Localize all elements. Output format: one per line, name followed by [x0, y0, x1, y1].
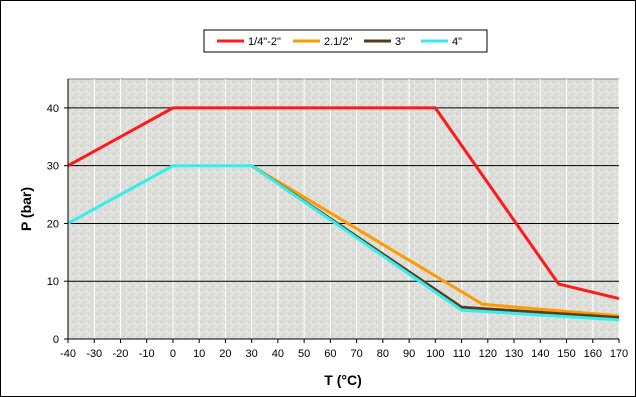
series-line-1 [250, 164, 620, 318]
legend-label-0: 1/4"-2" [248, 36, 281, 48]
legend-label-2: 3" [395, 36, 405, 48]
series-line-3 [67, 164, 620, 322]
x-tick-label: -20 [113, 348, 129, 360]
x-tick-label: 30 [246, 348, 258, 360]
y-tick-label: 0 [53, 334, 59, 346]
legend-label-3: 4" [452, 36, 462, 48]
x-tick-label: 60 [324, 348, 336, 360]
x-tick-label: 130 [505, 348, 523, 360]
legend: 1/4"-2" 2.1/2" 3" 4" [203, 29, 488, 53]
x-tick-label: -40 [60, 348, 76, 360]
x-tick-label: 20 [219, 348, 231, 360]
gridlines [68, 79, 620, 339]
y-tick-label: 30 [47, 161, 59, 173]
series-lines [67, 106, 620, 322]
x-tick-label: 10 [193, 348, 205, 360]
x-axis-title: T (°C) [324, 372, 361, 388]
x-tick-label: -30 [86, 348, 102, 360]
x-tick-label: 40 [272, 348, 284, 360]
x-tick-label: 50 [298, 348, 310, 360]
legend-label-1: 2.1/2" [324, 36, 352, 48]
tick-labels: -40 -30 -20 -10 0 10 20 30 40 50 60 70 80 90 100 110 120… [47, 103, 628, 360]
y-tick-label: 40 [47, 103, 59, 115]
x-tick-label: 100 [426, 348, 444, 360]
x-tick-label: -10 [139, 348, 155, 360]
y-tick-label: 10 [47, 276, 59, 288]
plot-area [67, 78, 620, 340]
legend-box [203, 29, 488, 53]
x-tick-label: 90 [403, 348, 415, 360]
x-tick-label: 80 [377, 348, 389, 360]
y-tick-label: 20 [47, 218, 59, 230]
x-tick-label: 120 [479, 348, 497, 360]
y-axis-title: P (bar) [18, 187, 34, 231]
x-tick-label: 160 [584, 348, 602, 360]
series-line-0 [67, 106, 620, 301]
x-tick-label: 110 [453, 348, 471, 360]
x-tick-label: 0 [170, 348, 176, 360]
axes [67, 79, 619, 340]
x-tick-label: 170 [610, 348, 628, 360]
x-tick-label: 70 [350, 348, 362, 360]
x-tick-label: 140 [531, 348, 549, 360]
x-tick-label: 150 [557, 348, 575, 360]
